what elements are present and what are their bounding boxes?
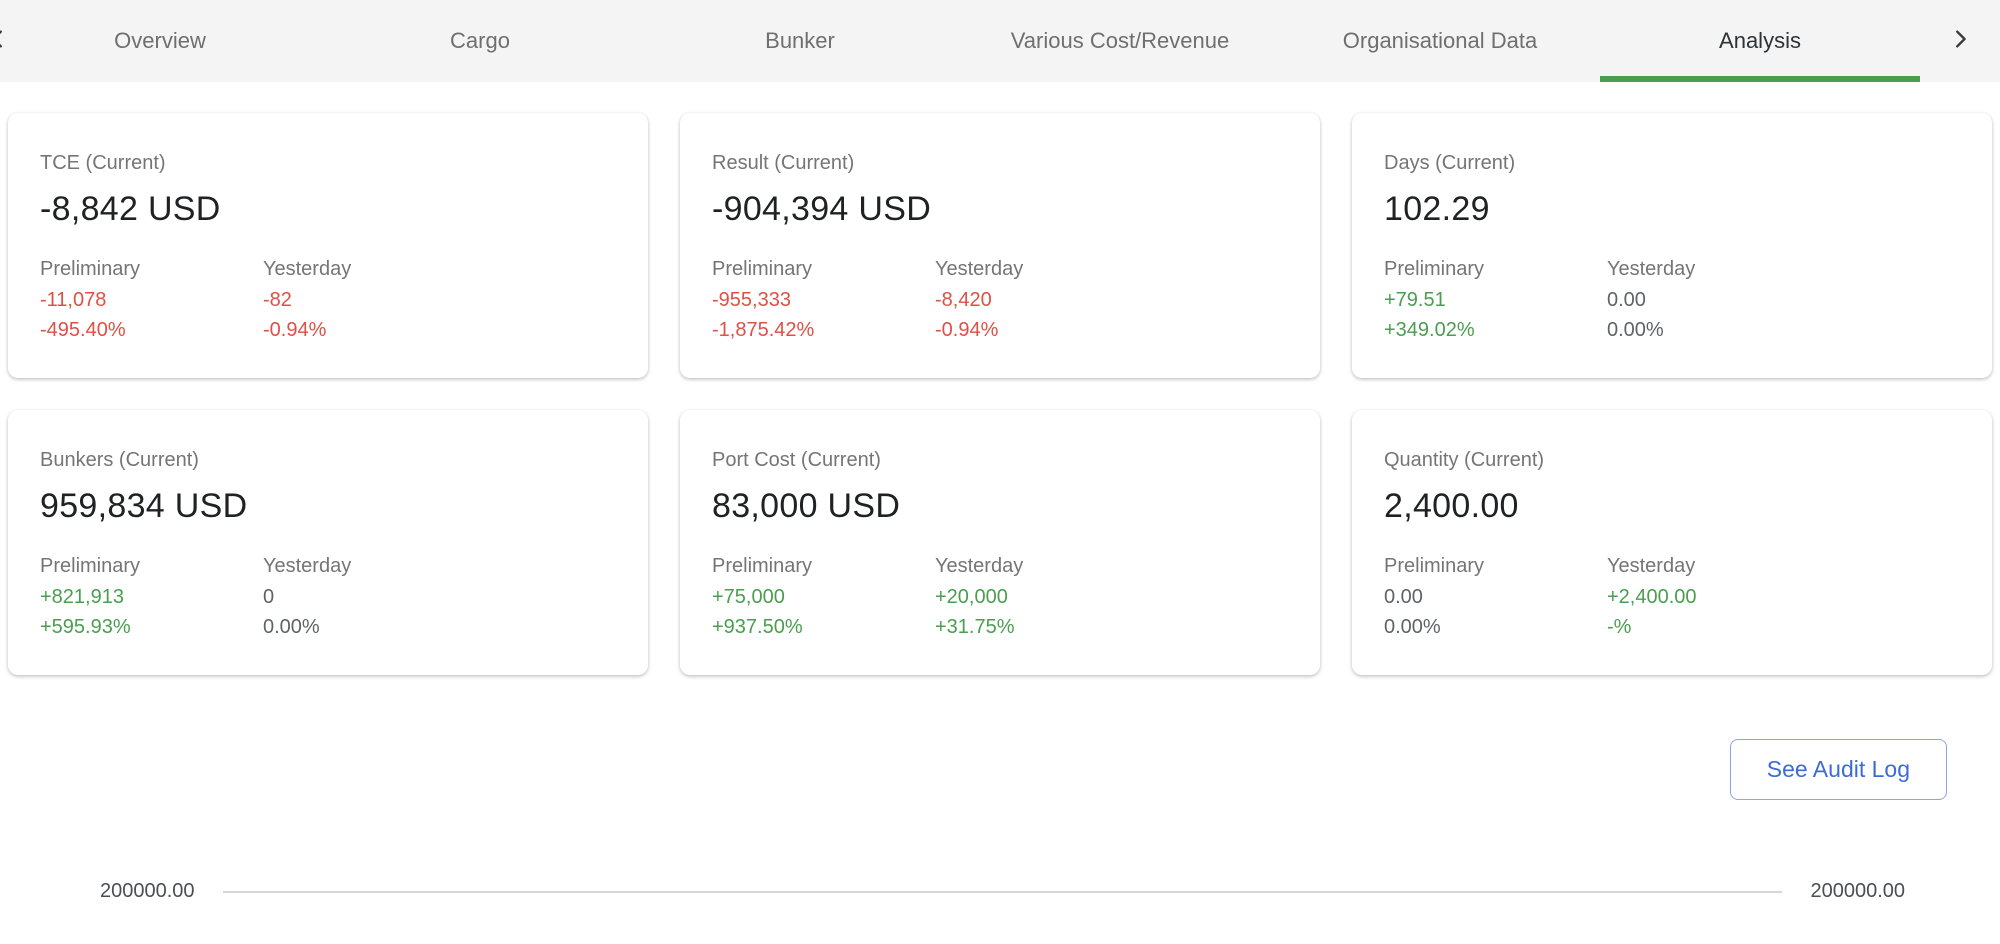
tab-list: Overview Cargo Bunker Various Cost/Reven… [0, 0, 1920, 82]
kpi-card-days: Days (Current) 102.29 Preliminary +79.51… [1352, 113, 1992, 378]
yesterday-column: Yesterday -8,420 -0.94% [935, 258, 1288, 342]
yesterday-label: Yesterday [263, 258, 352, 280]
card-title: TCE (Current) [40, 152, 166, 174]
yesterday-value: -8,420 [935, 289, 992, 311]
value-range-slider: 200000.00 200000.00 [100, 880, 1905, 903]
card-current-value: 83,000 USD [712, 487, 901, 525]
tab-label: Organisational Data [1342, 28, 1538, 53]
tab-analysis[interactable]: Analysis [1600, 0, 1920, 82]
tab-label: Overview [114, 28, 206, 53]
card-title: Result (Current) [712, 152, 855, 174]
tabs-scroll-right-button[interactable] [1936, 0, 1984, 82]
kpi-card-tce: TCE (Current) -8,842 USD Preliminary -11… [8, 113, 648, 378]
tabs-scroll-left-button[interactable] [0, 0, 22, 82]
yesterday-value: -82 [263, 289, 292, 311]
see-audit-log-button[interactable]: See Audit Log [1729, 739, 1947, 800]
kpi-card-quantity: Quantity (Current) 2,400.00 Preliminary … [1352, 410, 1992, 675]
preliminary-label: Preliminary [40, 555, 141, 577]
yesterday-percent: -0.94% [935, 319, 999, 341]
kpi-card-grid: TCE (Current) -8,842 USD Preliminary -11… [0, 82, 2000, 675]
yesterday-value: 0.00 [1607, 289, 1646, 311]
yesterday-value: +20,000 [935, 586, 1008, 608]
yesterday-percent: -% [1607, 616, 1632, 638]
yesterday-column: Yesterday -82 -0.94% [263, 258, 616, 342]
preliminary-column: Preliminary -955,333 -1,875.42% [712, 258, 935, 342]
kpi-card-port-cost: Port Cost (Current) 83,000 USD Prelimina… [680, 410, 1320, 675]
yesterday-column: Yesterday +2,400.00 -% [1607, 555, 1960, 639]
tab-organisational-data[interactable]: Organisational Data [1280, 0, 1600, 82]
yesterday-percent: +31.75% [935, 616, 1015, 638]
preliminary-percent: 0.00% [1384, 616, 1441, 638]
kpi-card-result: Result (Current) -904,394 USD Preliminar… [680, 113, 1320, 378]
preliminary-label: Preliminary [712, 555, 813, 577]
yesterday-label: Yesterday [935, 555, 1024, 577]
preliminary-label: Preliminary [712, 258, 813, 280]
preliminary-value: 0.00 [1384, 586, 1423, 608]
preliminary-column: Preliminary 0.00 0.00% [1384, 555, 1607, 639]
preliminary-value: +821,913 [40, 586, 124, 608]
tab-label: Cargo [450, 28, 510, 53]
actions-row: See Audit Log [0, 675, 2000, 800]
tab-bunker[interactable]: Bunker [640, 0, 960, 82]
preliminary-column: Preliminary +75,000 +937.50% [712, 555, 935, 639]
tab-label: Various Cost/Revenue [1010, 28, 1230, 53]
preliminary-label: Preliminary [40, 258, 141, 280]
tab-various-cost-revenue[interactable]: Various Cost/Revenue [960, 0, 1280, 82]
preliminary-value: +75,000 [712, 586, 785, 608]
yesterday-label: Yesterday [263, 555, 352, 577]
yesterday-value: +2,400.00 [1607, 586, 1697, 608]
slider-max-label: 200000.00 [1810, 880, 1905, 902]
yesterday-percent: 0.00% [263, 616, 320, 638]
card-current-value: -8,842 USD [40, 190, 221, 228]
tab-overview[interactable]: Overview [0, 0, 320, 82]
tab-bar: Overview Cargo Bunker Various Cost/Reven… [0, 0, 2000, 82]
preliminary-label: Preliminary [1384, 555, 1485, 577]
preliminary-column: Preliminary +79.51 +349.02% [1384, 258, 1607, 342]
preliminary-percent: +349.02% [1384, 319, 1475, 341]
card-current-value: -904,394 USD [712, 190, 932, 228]
preliminary-value: -955,333 [712, 289, 791, 311]
slider-track[interactable] [222, 890, 1783, 893]
kpi-card-bunkers: Bunkers (Current) 959,834 USD Preliminar… [8, 410, 648, 675]
tab-label: Analysis [1719, 28, 1801, 53]
preliminary-label: Preliminary [1384, 258, 1485, 280]
tab-cargo[interactable]: Cargo [320, 0, 640, 82]
card-title: Quantity (Current) [1384, 449, 1545, 471]
chevron-left-icon [0, 28, 9, 55]
card-title: Days (Current) [1384, 152, 1516, 174]
preliminary-value: +79.51 [1384, 289, 1446, 311]
preliminary-column: Preliminary -11,078 -495.40% [40, 258, 263, 342]
yesterday-column: Yesterday +20,000 +31.75% [935, 555, 1288, 639]
yesterday-label: Yesterday [935, 258, 1024, 280]
preliminary-percent: +937.50% [712, 616, 803, 638]
card-current-value: 959,834 USD [40, 487, 248, 525]
active-tab-indicator [1600, 76, 1920, 82]
slider-min-label: 200000.00 [100, 880, 195, 902]
yesterday-column: Yesterday 0.00 0.00% [1607, 258, 1960, 342]
tab-label: Bunker [765, 28, 835, 53]
preliminary-value: -11,078 [40, 289, 107, 311]
card-title: Port Cost (Current) [712, 449, 881, 471]
preliminary-percent: -1,875.42% [712, 319, 815, 341]
preliminary-percent: +595.93% [40, 616, 131, 638]
chevron-right-icon [1949, 28, 1971, 55]
preliminary-column: Preliminary +821,913 +595.93% [40, 555, 263, 639]
preliminary-percent: -495.40% [40, 319, 126, 341]
yesterday-label: Yesterday [1607, 258, 1696, 280]
yesterday-percent: 0.00% [1607, 319, 1664, 341]
yesterday-value: 0 [263, 586, 275, 608]
card-title: Bunkers (Current) [40, 449, 199, 471]
yesterday-label: Yesterday [1607, 555, 1696, 577]
yesterday-percent: -0.94% [263, 319, 327, 341]
card-current-value: 2,400.00 [1384, 487, 1519, 525]
card-current-value: 102.29 [1384, 190, 1490, 228]
yesterday-column: Yesterday 0 0.00% [263, 555, 616, 639]
